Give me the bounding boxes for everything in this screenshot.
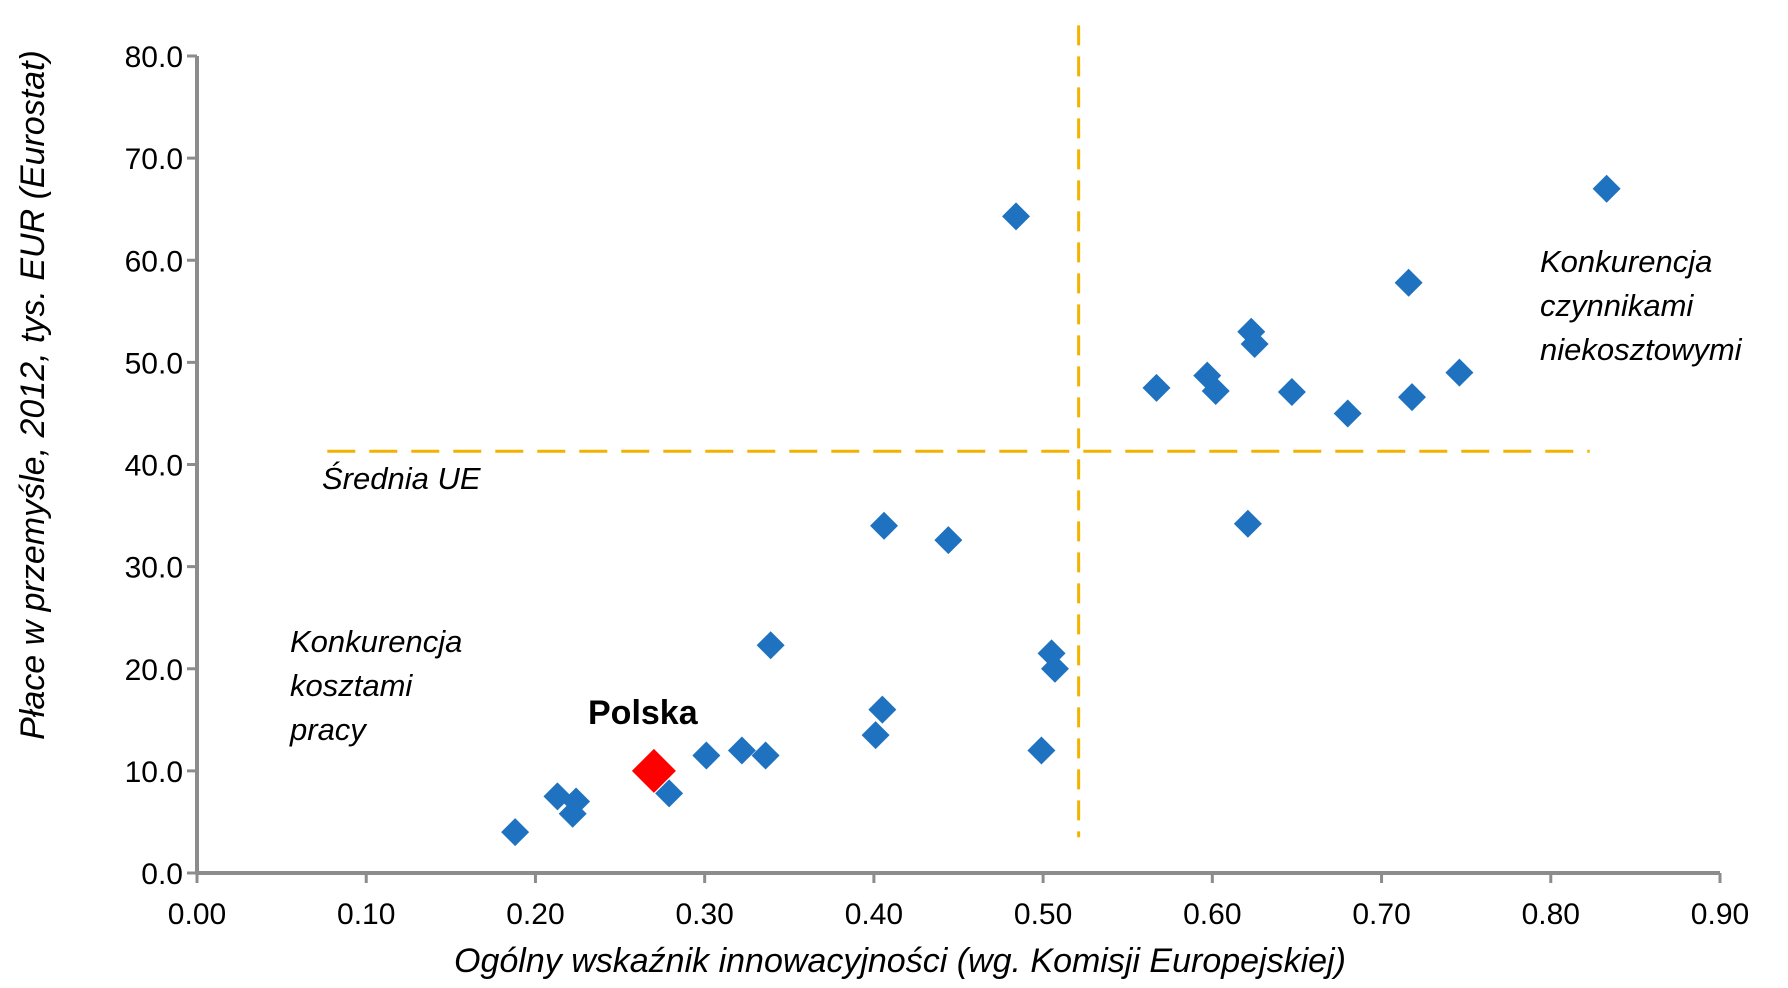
annotation-line: Konkurencja [1540,244,1712,279]
data-point [1002,202,1031,231]
x-tick-label: 0.80 [1522,898,1580,931]
data-point [756,631,785,660]
polska-data-point [631,748,676,793]
data-point [1398,383,1427,412]
y-tick-label: 50.0 [125,347,183,380]
data-point [1240,329,1269,358]
data-point [751,741,780,770]
x-tick-label: 0.50 [1014,898,1072,931]
data-point [1027,736,1056,765]
data-point [692,741,721,770]
annotation-non-cost-competition: Konkurencja czynnikami niekosztowymi [1540,244,1743,367]
y-tick-label: 0.0 [141,858,183,891]
annotation-eu-average: Średnia UE [322,460,481,496]
annotation-line: kosztami [290,668,413,703]
data-point [1142,373,1171,402]
data-point [1394,268,1423,297]
data-points [501,174,1621,847]
y-tick-label: 70.0 [125,143,183,176]
y-tick-label: 60.0 [125,245,183,278]
x-tick-label: 0.10 [337,898,395,931]
data-point [1592,174,1621,203]
axes: 0.0 10.0 20.0 30.0 40.0 50.0 60.0 70.0 80.0 0.00 0… [125,41,1750,931]
y-tick-label: 40.0 [125,450,183,483]
data-point [870,511,899,540]
y-tick-label: 10.0 [125,756,183,789]
annotation-line: niekosztowymi [1540,332,1743,367]
data-point [1040,654,1069,683]
data-point [655,779,684,808]
y-tick-label: 20.0 [125,654,183,687]
data-point [868,695,897,724]
annotation-line: pracy [289,712,368,747]
data-point [1277,377,1306,406]
annotation-labor-cost-competition: Konkurencja kosztami pracy [289,624,462,747]
x-tick-label: 0.40 [845,898,903,931]
reference-lines [327,25,1590,838]
y-tick-label: 80.0 [125,41,183,74]
data-point [562,787,591,816]
annotation-line: czynnikami [1540,288,1694,323]
annotation-line: Konkurencja [290,624,462,659]
data-point [1333,399,1362,428]
data-point [1233,509,1262,538]
x-tick-label: 0.20 [506,898,564,931]
x-tick-label: 0.90 [1691,898,1749,931]
data-point [934,526,963,555]
polska-label: Polska [588,694,699,732]
data-point [861,721,890,750]
data-point [1201,376,1230,405]
y-axis-title: Płace w przemyśle, 2012, tys. EUR (Euros… [14,50,52,740]
data-point [1445,358,1474,387]
data-point [501,818,530,847]
data-point [727,736,756,765]
x-tick-label: 0.30 [675,898,733,931]
x-tick-label: 0.60 [1183,898,1241,931]
x-axis-title: Ogólny wskaźnik innowacyjności (wg. Komi… [454,942,1346,980]
x-tick-label: 0.00 [168,898,226,931]
x-tick-label: 0.70 [1352,898,1410,931]
y-tick-label: 30.0 [125,552,183,585]
